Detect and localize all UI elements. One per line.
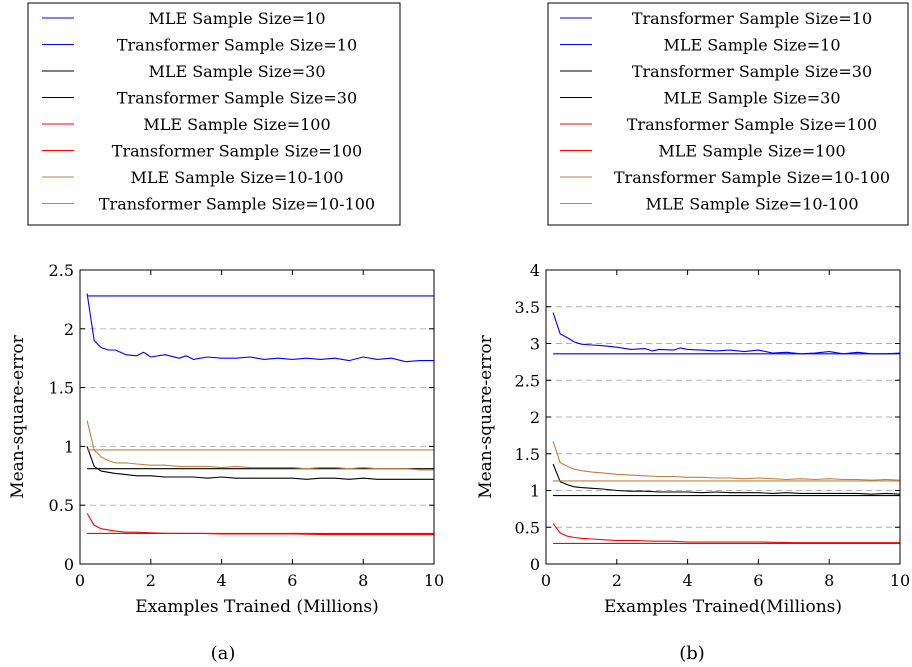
plot-b-series (552, 312, 901, 544)
x-tick-label: 8 (824, 571, 834, 590)
plot-a-xlabel: Examples Trained (Millions) (135, 597, 378, 617)
plot-b-ylabel: Mean-square-error (476, 334, 496, 498)
series-line-6 (86, 513, 434, 536)
x-tick-label: 10 (424, 571, 444, 590)
plot-a: 0 0.5 1 1.5 2 2.5 0 2 4 6 8 10 Examples Trained (Mi… (8, 261, 444, 664)
plot-a-ylabel: Mean-square-error (8, 334, 28, 498)
legend-label: MLE Sample Size=10 (663, 36, 840, 55)
y-tick-label: 1.5 (49, 379, 74, 398)
x-tick-label: 0 (75, 571, 85, 590)
legend-label: Transformer Sample Size=10 (632, 9, 872, 28)
y-tick-label: 2 (530, 408, 540, 427)
y-tick-label: 0.5 (515, 518, 540, 537)
series-line-4 (86, 446, 434, 480)
plot-a-frame (79, 269, 435, 565)
x-tick-label: 6 (287, 571, 297, 590)
legend-label: Transformer Sample Size=30 (632, 62, 872, 81)
legend-b-items: Transformer Sample Size=10 MLE Sample Siz… (560, 9, 890, 214)
y-tick-label: 2.5 (49, 261, 74, 280)
y-tick-label: 2.5 (515, 371, 540, 390)
y-tick-label: 1.5 (515, 445, 540, 464)
legend-label: MLE Sample Size=100 (143, 115, 330, 134)
y-tick-label: 3 (530, 335, 540, 354)
series-line-5 (552, 523, 900, 544)
series-line-3 (552, 463, 901, 495)
y-tick-label: 1 (64, 437, 74, 456)
x-tick-label: 0 (541, 571, 551, 590)
y-tick-label: 0.5 (49, 496, 74, 515)
series-line-7 (552, 441, 901, 481)
legend-label: Transformer Sample Size=10-100 (614, 168, 890, 187)
legend-label: Transformer Sample Size=10 (117, 36, 357, 55)
series-line-2 (86, 293, 434, 363)
y-tick-label: 0 (530, 555, 540, 574)
y-tick-label: 3.5 (515, 298, 540, 317)
legend-b-box (547, 2, 909, 226)
y-tick-label: 1 (530, 482, 540, 501)
series-line-1 (552, 312, 901, 355)
plot-a-ticks: 0 0.5 1 1.5 2 2.5 0 2 4 6 8 10 (49, 261, 445, 590)
y-tick-label: 2 (64, 320, 74, 339)
legend-label: MLE Sample Size=10 (148, 9, 325, 28)
series-line-8 (86, 420, 434, 471)
legend-label: Transformer Sample Size=100 (627, 115, 877, 134)
legend-label: MLE Sample Size=10-100 (645, 195, 858, 214)
x-tick-label: 4 (683, 571, 693, 590)
legend-b: Transformer Sample Size=10 MLE Sample Siz… (547, 2, 909, 226)
y-tick-label: 0 (64, 555, 74, 574)
legend-label: Transformer Sample Size=30 (117, 89, 357, 108)
legend-label: MLE Sample Size=30 (663, 89, 840, 108)
y-tick-label: 4 (530, 261, 540, 280)
legend-label: MLE Sample Size=10-100 (130, 168, 343, 187)
x-tick-label: 8 (358, 571, 368, 590)
x-tick-label: 2 (146, 571, 156, 590)
legend-a-items: MLE Sample Size=10 Transformer Sample Siz… (42, 9, 375, 214)
x-tick-label: 10 (890, 571, 910, 590)
legend-label: MLE Sample Size=100 (658, 142, 845, 161)
legend-a: MLE Sample Size=10 Transformer Sample Siz… (27, 2, 401, 226)
plot-a-series (86, 293, 434, 536)
x-tick-label: 2 (612, 571, 622, 590)
plot-b-grid (546, 306, 900, 528)
x-tick-label: 6 (753, 571, 763, 590)
legend-label: Transformer Sample Size=100 (112, 142, 362, 161)
x-tick-label: 4 (217, 571, 227, 590)
legend-a-box (27, 2, 401, 226)
legend-label: MLE Sample Size=30 (148, 62, 325, 81)
plot-b-ticks: 0 0.5 1 1.5 2 2.5 3 3.5 4 0 2 4 6 8 10 (515, 261, 911, 590)
legend-label: Transformer Sample Size=10-100 (99, 195, 375, 214)
plot-b-caption: (b) (679, 643, 705, 664)
plot-b-xlabel: Examples Trained(Millions) (604, 597, 842, 617)
plot-b: 0 0.5 1 1.5 2 2.5 3 3.5 4 0 2 4 6 8 10 Examples Traine… (476, 261, 910, 664)
plot-a-grid (80, 328, 434, 506)
plot-a-caption: (a) (211, 643, 236, 664)
